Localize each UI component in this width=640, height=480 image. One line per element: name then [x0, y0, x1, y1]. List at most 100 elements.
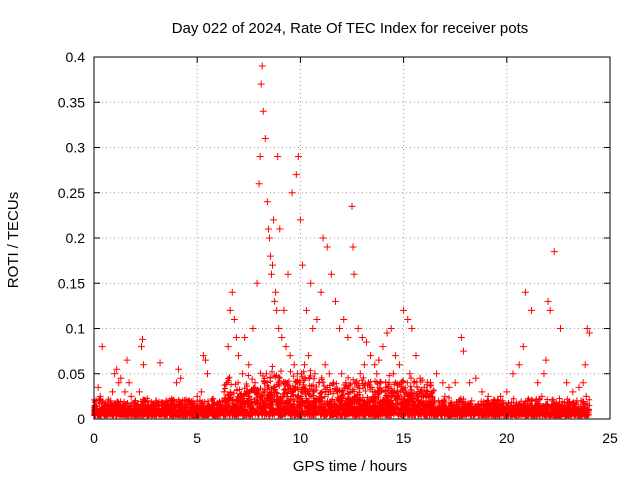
axis-ticks: [93, 56, 611, 420]
data-point: [433, 370, 441, 378]
data-point: [237, 392, 245, 400]
chart-title: Day 022 of 2024, Rate Of TEC Index for r…: [172, 20, 529, 37]
data-point: [346, 388, 354, 396]
data-point: [422, 397, 430, 405]
data-point: [349, 243, 357, 251]
data-point: [459, 347, 467, 355]
data-point: [268, 270, 276, 278]
data-point: [173, 379, 181, 387]
data-point: [257, 80, 265, 88]
data-point: [544, 297, 552, 305]
data-point: [123, 356, 131, 364]
data-point: [119, 406, 127, 414]
data-point: [457, 334, 465, 342]
data-point: [426, 379, 434, 387]
data-point: [439, 379, 447, 387]
data-point: [307, 279, 315, 287]
data-point: [321, 361, 329, 369]
y-tick-label: 0.1: [66, 321, 86, 337]
y-tick-label: 0.35: [58, 94, 85, 110]
data-point: [152, 397, 160, 405]
data-point: [513, 401, 521, 409]
data-point: [582, 392, 590, 400]
data-point: [575, 383, 583, 391]
data-point: [271, 297, 279, 305]
data-point: [298, 261, 306, 269]
data-point: [342, 379, 350, 387]
data-point: [185, 397, 193, 405]
data-point: [303, 306, 311, 314]
data-point: [387, 325, 395, 332]
data-point: [275, 325, 283, 332]
data-point: [371, 361, 379, 369]
x-tick-label: 15: [396, 430, 412, 446]
data-point: [519, 343, 527, 351]
data-point: [577, 397, 585, 405]
data-points: [92, 62, 593, 414]
data-point: [274, 153, 282, 161]
data-point: [294, 153, 302, 161]
data-point: [288, 189, 296, 197]
data-point: [305, 352, 313, 360]
data-point: [490, 397, 498, 405]
data-point: [391, 352, 399, 360]
data-point: [256, 153, 264, 161]
data-point: [243, 388, 251, 396]
data-point: [381, 388, 389, 396]
data-point: [402, 388, 410, 396]
data-point: [121, 388, 129, 396]
data-point: [96, 406, 104, 414]
data-point: [263, 198, 271, 206]
data-point: [278, 334, 286, 342]
y-tick-labels: 0 0.05 0.1 0.15 0.2 0.25 0.3 0.35 0.4: [58, 49, 85, 427]
data-point: [179, 397, 187, 405]
data-point: [295, 379, 303, 387]
data-point: [269, 261, 277, 269]
data-point: [323, 243, 331, 251]
data-point: [309, 325, 317, 332]
data-point: [548, 397, 556, 405]
data-point: [162, 397, 170, 405]
data-point: [265, 234, 273, 242]
data-point: [497, 392, 505, 400]
y-tick-label: 0: [77, 411, 85, 427]
data-point: [340, 315, 348, 323]
data-point: [127, 392, 135, 400]
x-tick-labels: 0 5 10 15 20 25: [90, 430, 618, 446]
data-point: [193, 392, 201, 400]
data-point: [131, 397, 139, 405]
data-point: [404, 315, 412, 323]
data-point: [135, 388, 143, 396]
data-point: [385, 379, 393, 387]
data-point: [204, 370, 212, 378]
x-tick-label: 5: [193, 430, 201, 446]
data-point: [261, 134, 269, 142]
data-point: [301, 361, 309, 369]
data-point: [253, 279, 261, 287]
data-point: [276, 225, 284, 233]
data-point: [561, 399, 569, 407]
data-point: [369, 388, 377, 396]
data-point: [148, 401, 156, 409]
data-point: [94, 383, 102, 391]
data-point: [224, 343, 232, 351]
data-point: [478, 388, 486, 396]
data-point: [111, 370, 119, 378]
data-point: [441, 392, 449, 400]
data-point: [96, 392, 104, 400]
data-point: [317, 288, 325, 296]
data-point: [115, 379, 123, 387]
data-point: [515, 361, 523, 369]
data-point: [258, 62, 266, 70]
y-tick-label: 0.3: [66, 140, 86, 156]
data-point: [144, 397, 152, 405]
data-point: [373, 370, 381, 378]
data-point: [264, 225, 272, 233]
data-point: [296, 216, 304, 224]
data-point: [280, 306, 288, 314]
data-point: [234, 352, 242, 360]
data-point: [484, 392, 492, 400]
data-point: [375, 356, 383, 364]
data-point: [313, 315, 321, 323]
